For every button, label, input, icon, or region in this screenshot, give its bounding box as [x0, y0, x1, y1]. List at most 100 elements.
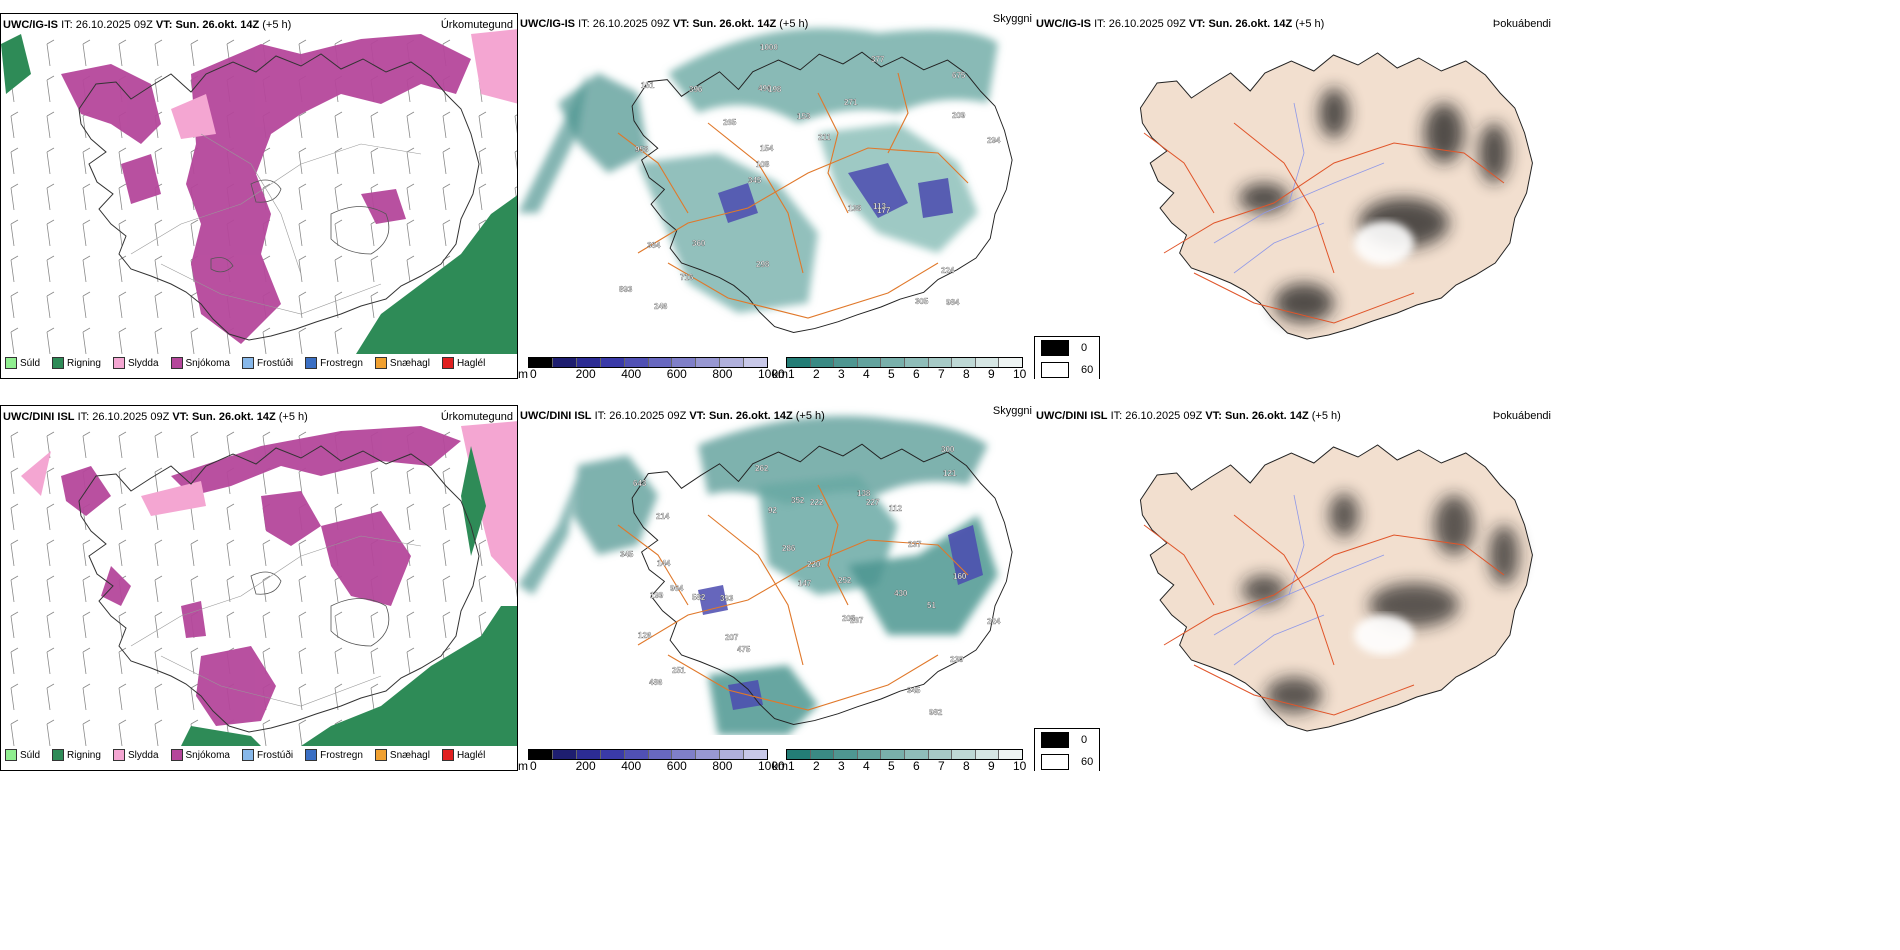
- wind-barb: [154, 39, 163, 67]
- legend-item: Snjókoma: [170, 357, 230, 369]
- wind-barb: [190, 39, 199, 67]
- legend-swatch: [241, 749, 254, 761]
- wind-barb: [370, 291, 379, 319]
- ceiling-value-label: 126: [638, 631, 652, 640]
- colorbar-segment: [787, 358, 811, 367]
- colorbar-tick: 6: [913, 367, 920, 379]
- colorbar-tick: 1: [788, 759, 795, 771]
- ceiling-value-label: 151: [641, 81, 655, 90]
- legend-item: Frostúði: [241, 749, 294, 761]
- ceiling-value-label: 252: [838, 576, 852, 585]
- panel-header: UWC/DINI ISL IT: 26.10.2025 09Z VT: Sun.…: [3, 411, 308, 423]
- fog-legend-swatch: [1041, 340, 1069, 356]
- ceiling-value-label: 286: [782, 544, 796, 553]
- colorbar-segment: [672, 750, 697, 759]
- legend-swatch: [5, 357, 17, 369]
- wind-barb: [298, 647, 307, 675]
- colorbar-tick: 400: [621, 367, 642, 379]
- wind-barb: [154, 147, 163, 175]
- fog-legend-label: 0: [1081, 342, 1088, 354]
- ceiling-value-label: 209: [952, 111, 966, 120]
- wind-barb: [118, 147, 127, 175]
- wind-barb: [118, 291, 127, 319]
- ceiling-value-label: 208: [842, 614, 856, 623]
- wind-barb: [514, 150, 517, 170]
- legend-swatch: [112, 357, 125, 369]
- wind-barb: [334, 611, 343, 639]
- rain-areas: [1, 34, 517, 354]
- legend-label: Slydda: [127, 357, 159, 369]
- ceiling-value-label: 377: [871, 55, 885, 64]
- panel-header: UWC/IG-IS IT: 26.10.2025 09Z VT: Sun. 26…: [520, 18, 809, 30]
- wind-barb: [262, 575, 271, 603]
- colorbar-segment: [624, 358, 649, 367]
- colorbar-tick: 600: [666, 759, 687, 771]
- colorbar-tick: 200: [575, 759, 596, 771]
- colorbar-segment: [576, 358, 601, 367]
- wind-barb: [190, 219, 199, 247]
- roads: [1143, 122, 1505, 324]
- panel-title: Úrkomutegund: [440, 411, 513, 423]
- wind-barb: [298, 219, 307, 247]
- wind-barb: [10, 467, 19, 495]
- colorbar-tick: 10: [1013, 759, 1027, 771]
- ceiling-value-label: 964: [670, 584, 684, 593]
- colorbar-tick: 1000: [758, 367, 785, 379]
- wind-barb: [118, 719, 127, 746]
- panel-title: Úrkomutegund: [440, 19, 513, 31]
- wind-barb: [442, 467, 451, 495]
- ceiling-value-label: 475: [737, 645, 751, 654]
- wind-barb: [478, 575, 487, 603]
- colorbar-segment: [975, 750, 1000, 759]
- colorbar-segment: [857, 750, 882, 759]
- wind-barb: [46, 111, 55, 139]
- ceiling-value-label: 265: [723, 118, 737, 127]
- ceiling-value-label: 160: [953, 572, 967, 581]
- wind-barb: [334, 147, 343, 175]
- wind-barb: [82, 183, 91, 211]
- wind-barb: [442, 539, 451, 567]
- wind-barb: [46, 611, 55, 639]
- colorbar-tick: 10: [1013, 367, 1027, 379]
- colorbar-tick: 4: [863, 367, 870, 379]
- wind-barb: [406, 111, 415, 139]
- colorbar-tick: 1000: [758, 759, 785, 771]
- wind-barb: [10, 327, 19, 354]
- ceiling-value-label: 345: [620, 550, 634, 559]
- ceiling-value-label: 675: [952, 71, 966, 80]
- wind-barb: [82, 291, 91, 319]
- fog-legend-swatch: [1041, 362, 1069, 378]
- wind-barb: [82, 611, 91, 639]
- fog-legend-label: 60: [1081, 364, 1094, 376]
- colorbar-segment: [552, 750, 577, 759]
- colorbar-segment: [952, 750, 976, 759]
- legend-label: Frostúði: [256, 749, 294, 761]
- wind-barb: [154, 219, 163, 247]
- rivers: [1213, 102, 1385, 274]
- colorbar-segment: [999, 358, 1022, 367]
- wind-barb: [46, 503, 55, 531]
- ceiling-value-label: 138: [848, 204, 862, 213]
- panel-header: UWC/DINI ISL IT: 26.10.2025 09Z VT: Sun.…: [520, 410, 825, 422]
- visibility-colorbar: km 1 2 3 4 5 6 7 8 9 10: [772, 357, 1032, 379]
- ceiling-value-label: 227: [866, 498, 880, 507]
- ceiling-value-label: 222: [810, 498, 824, 507]
- ceiling-value-label: 224: [941, 266, 955, 275]
- ceiling-value-label: 267: [850, 616, 864, 625]
- ceiling-value-label: 982: [929, 708, 943, 717]
- legend-label: Rigning: [67, 357, 101, 369]
- wind-barb: [442, 111, 451, 139]
- colorbar-tick: 9: [988, 759, 995, 771]
- ceiling-value-label: 113: [873, 202, 886, 211]
- fog-panel-row2: Þokuábendi UWC/DINI ISL IT: 26.10.2025 0…: [1034, 405, 1900, 771]
- legend-label: Slydda: [127, 749, 159, 761]
- ceiling-value-label: 51: [927, 601, 936, 610]
- legend-swatch: [305, 749, 318, 761]
- ceiling-value-label: 251: [672, 666, 686, 675]
- wind-barb: [334, 255, 343, 283]
- wind-barb: [334, 183, 343, 211]
- legend-swatch: [441, 749, 454, 761]
- ceiling-value-label: 198: [768, 85, 782, 94]
- ceiling-value-label: 153: [797, 112, 811, 121]
- visibility-panel-row2: 982 964 208 643 230 214 251 393 112 352 227 345 475 2…: [518, 405, 1034, 771]
